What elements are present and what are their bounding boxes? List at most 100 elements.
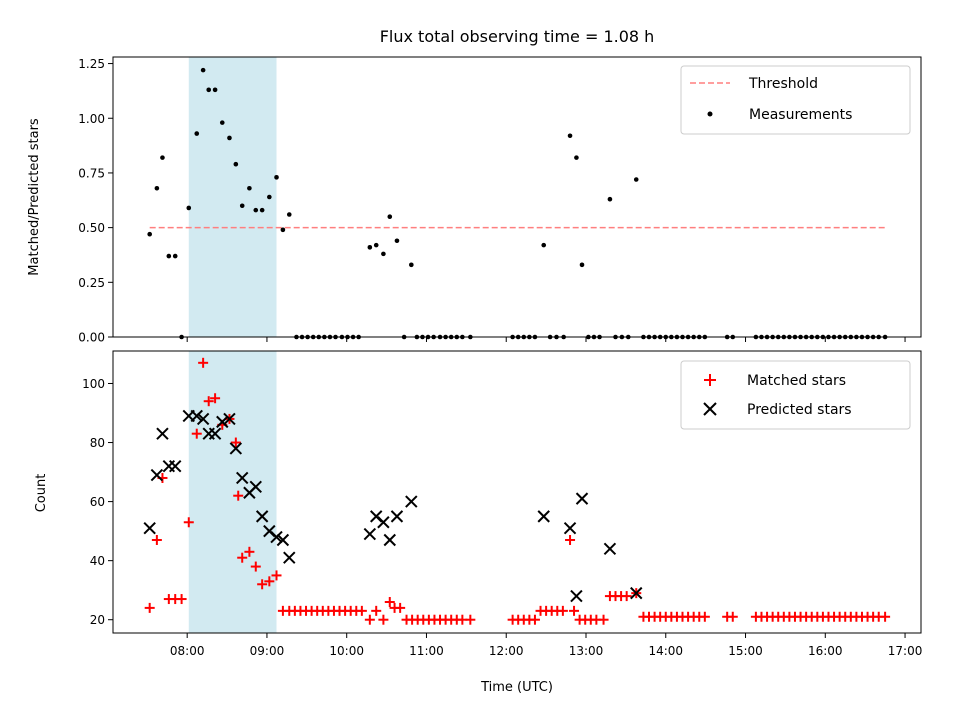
- top-legend: Threshold Measurements: [680, 65, 911, 135]
- matched-star-point: [151, 534, 162, 545]
- matched-star-point: [565, 534, 576, 545]
- measurement-point: [212, 87, 218, 93]
- matched-star-point: [176, 594, 187, 605]
- predicted-star-point: [283, 551, 296, 564]
- matched-star-point: [395, 602, 406, 613]
- measurement-point: [367, 245, 373, 250]
- y-tick-label: 100: [82, 377, 105, 391]
- measurement-point: [166, 253, 172, 259]
- shaded-interval: [188, 57, 277, 337]
- measurement-point: [579, 262, 585, 268]
- matched-legend-marker: [704, 374, 716, 386]
- matched-star-point: [356, 605, 367, 616]
- predicted-star-point: [216, 415, 229, 429]
- predicted-star-point: [169, 459, 182, 473]
- x-tick-label: 14:00: [648, 644, 683, 658]
- predicted-star-point: [537, 510, 550, 523]
- measurements-legend-marker: [707, 111, 713, 117]
- matched-star-point: [557, 605, 568, 616]
- matched-star-point: [203, 396, 214, 407]
- matched-star-point: [569, 605, 580, 616]
- y-tick-label: 1.25: [78, 57, 105, 71]
- x-tick-label: 13:00: [569, 644, 604, 658]
- top-x-ticks: [186, 337, 906, 342]
- measurement-point: [541, 242, 547, 248]
- measurement-point: [373, 242, 379, 248]
- predicted-star-point: [190, 409, 203, 423]
- measurement-point: [160, 155, 165, 160]
- bottom-y-axis-label: Count: [34, 474, 49, 513]
- top-shaded-interval: [188, 57, 277, 337]
- predicted-star-point: [383, 533, 396, 547]
- measurement-point: [280, 227, 286, 233]
- x-tick-label: 10:00: [329, 644, 364, 658]
- predicted-star-point: [143, 521, 156, 535]
- y-tick-label: 0.00: [78, 331, 105, 345]
- chart-title: Flux total observing time = 1.08 h: [380, 27, 655, 46]
- predicted-star-point: [270, 530, 283, 544]
- matched-star-point: [191, 428, 202, 439]
- measurement-point: [200, 67, 206, 73]
- threshold-legend-label: Threshold: [748, 76, 818, 92]
- predicted-star-point: [563, 521, 577, 535]
- matched-star-point: [621, 591, 632, 602]
- y-tick-label: 40: [90, 554, 105, 568]
- predicted-star-point: [223, 412, 236, 426]
- matched-star-point: [198, 357, 209, 368]
- matched-star-point: [230, 437, 241, 448]
- matched-star-point: [880, 611, 891, 622]
- y-tick-label: 0.50: [78, 221, 105, 235]
- bottom-legend: Matched stars Predicted stars: [680, 360, 911, 430]
- predicted-star-point: [229, 442, 243, 455]
- measurement-point: [267, 194, 272, 200]
- x-tick-label: 16:00: [808, 644, 843, 658]
- predicted-star-point: [603, 542, 617, 556]
- count-points: [143, 357, 891, 625]
- matched-star-point: [364, 614, 375, 625]
- matched-star-point: [699, 611, 710, 622]
- matched-star-point: [378, 614, 389, 625]
- top-legend-box: [680, 65, 911, 135]
- matched-star-point: [244, 546, 255, 557]
- shaded-interval: [188, 351, 277, 633]
- top-y-axis-label: Matched/Predicted stars: [27, 118, 42, 276]
- predicted-star-point: [156, 427, 169, 440]
- matched-star-point: [529, 614, 540, 625]
- measurement-point: [394, 238, 400, 244]
- predicted-star-point: [255, 510, 269, 523]
- matched-star-point: [384, 596, 395, 607]
- measurement-point: [186, 205, 192, 211]
- measurement-point: [172, 253, 178, 259]
- bottom-x-ticks: 08:00 09:00 10:00 11:00 12:00 13:00 14:00 15:00…: [170, 633, 922, 658]
- measurement-point: [206, 87, 212, 93]
- predicted-star-point: [196, 412, 210, 426]
- bottom-axes-frame: [112, 350, 922, 634]
- matched-legend-label: Matched stars: [747, 373, 846, 389]
- matched-star-point: [233, 490, 244, 501]
- top-y-ticks: 0.00 0.25 0.50 0.75 1.00 1.25: [78, 57, 113, 345]
- predicted-star-point: [208, 427, 222, 440]
- x-tick-label: 11:00: [409, 644, 444, 658]
- top-panel: 0.00 0.25 0.50 0.75 1.00 1.25 Matched/Predict…: [27, 56, 922, 345]
- x-tick-label: 15:00: [728, 644, 763, 658]
- predicted-star-point: [575, 492, 589, 505]
- measurement-point: [194, 131, 200, 136]
- bottom-shaded-interval: [188, 351, 277, 633]
- predicted-star-point: [249, 480, 262, 494]
- matched-star-point: [183, 517, 194, 528]
- predicted-star-point: [377, 516, 390, 529]
- matched-star-point: [371, 605, 382, 616]
- predicted-star-point: [570, 589, 583, 603]
- y-tick-label: 80: [90, 436, 105, 450]
- y-tick-label: 0.25: [78, 276, 105, 290]
- measurement-point: [607, 196, 613, 202]
- measurement-point: [154, 185, 160, 191]
- measurement-point: [233, 161, 239, 167]
- measurement-point: [633, 177, 639, 182]
- measurement-point: [253, 207, 259, 213]
- x-tick-label: 17:00: [888, 644, 923, 658]
- measurement-point: [286, 212, 292, 217]
- measurement-point: [247, 185, 252, 191]
- predicted-legend-marker: [703, 402, 717, 416]
